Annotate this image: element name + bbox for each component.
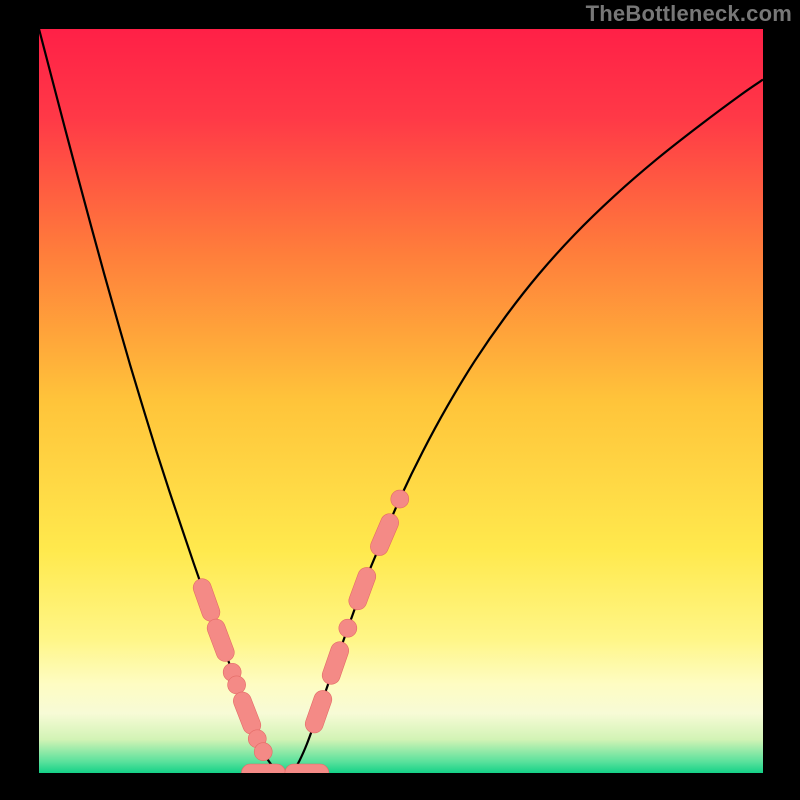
data-marker — [228, 676, 246, 694]
data-marker — [339, 619, 357, 637]
chart-svg — [0, 0, 800, 800]
watermark-label: TheBottleneck.com — [586, 1, 792, 27]
data-marker — [391, 490, 409, 508]
plot-background-gradient — [39, 29, 763, 773]
figure-root: TheBottleneck.com — [0, 0, 800, 800]
data-marker — [254, 743, 272, 761]
